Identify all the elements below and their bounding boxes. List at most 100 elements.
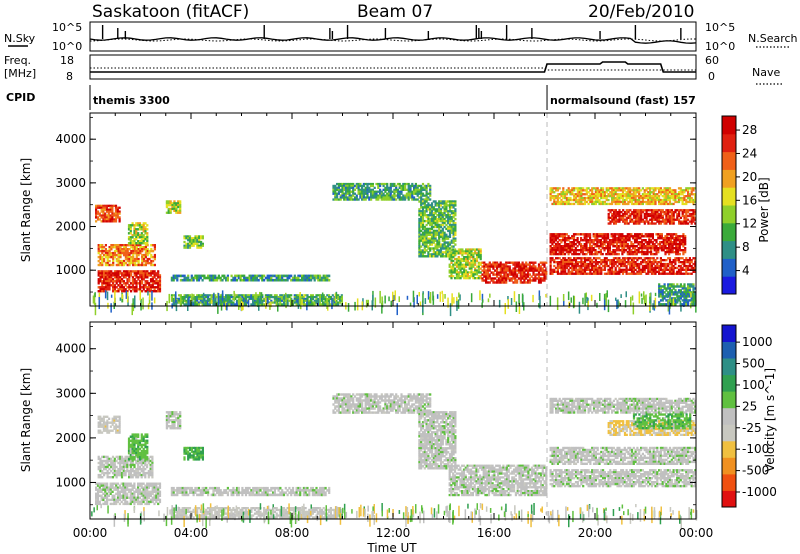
data-cell (135, 238, 138, 241)
data-cell (612, 193, 615, 196)
data-cell (622, 214, 625, 218)
data-cell (322, 301, 325, 304)
data-cell (565, 196, 568, 200)
data-cell (656, 216, 659, 219)
data-cell (668, 249, 671, 252)
data-cell (590, 249, 593, 252)
data-cell (173, 200, 176, 203)
data-cell (411, 184, 414, 188)
data-cell (176, 276, 179, 280)
data-cell (370, 198, 373, 201)
data-cell (461, 259, 464, 263)
data-cell (157, 280, 160, 283)
data-cell (598, 191, 601, 194)
data-cell (359, 194, 362, 197)
data-cell (632, 195, 635, 198)
data-cell (450, 227, 453, 231)
data-cell (545, 275, 548, 278)
data-cell (185, 244, 188, 247)
data-cell (466, 263, 469, 266)
data-cell (650, 249, 653, 252)
data-cell (461, 265, 464, 268)
data-cell (678, 235, 681, 238)
data-cell (243, 276, 246, 280)
data-cell (580, 237, 583, 240)
data-cell (103, 280, 106, 283)
data-cell (421, 188, 425, 191)
data-cell (273, 299, 276, 302)
data-cell (532, 267, 535, 270)
data-cell (106, 284, 109, 287)
data-cell (643, 191, 646, 194)
data-cell (455, 269, 458, 272)
data-cell (443, 239, 446, 242)
data-cell (611, 198, 614, 202)
data-cell (678, 237, 681, 240)
data-cell (646, 243, 649, 246)
data-cell (571, 270, 574, 273)
data-cell (555, 202, 558, 206)
data-cell (536, 269, 539, 272)
data-cell (355, 186, 358, 189)
data-cell (583, 202, 587, 206)
data-cell (479, 254, 482, 257)
data-cell (664, 239, 667, 242)
data-cell (192, 297, 195, 300)
data-cell (132, 263, 135, 267)
data-cell (632, 211, 636, 214)
data-cell (560, 193, 563, 196)
data-cell (543, 269, 546, 272)
data-cell (96, 212, 100, 215)
data-cell (429, 190, 432, 193)
data-cell (605, 237, 608, 240)
data-cell (648, 243, 651, 246)
data-cell (620, 200, 623, 204)
data-cell (641, 247, 644, 250)
data-cell (452, 212, 455, 215)
data-cell (583, 239, 586, 242)
data-cell (368, 190, 371, 193)
data-cell (573, 202, 576, 206)
data-cell (146, 232, 149, 235)
data-cell (172, 301, 175, 304)
data-cell (643, 268, 646, 271)
data-cell (560, 247, 563, 250)
data-cell (243, 301, 246, 304)
data-cell (100, 220, 103, 223)
data-cell (658, 189, 661, 192)
data-cell (454, 233, 457, 236)
data-cell (551, 239, 554, 242)
data-cell (418, 245, 421, 248)
data-cell (427, 255, 430, 258)
data-cell (659, 222, 663, 225)
data-cell (626, 233, 629, 236)
data-cell (343, 192, 346, 195)
data-cell (234, 278, 237, 282)
data-cell (423, 225, 426, 229)
data-cell (370, 192, 373, 195)
data-cell (434, 251, 437, 254)
data-cell (95, 216, 98, 219)
data-cell (457, 252, 460, 255)
data-cell (663, 189, 666, 192)
data-cell (421, 233, 425, 236)
cpid-segment-label: themis 3300 (93, 94, 170, 107)
data-cell (103, 282, 106, 285)
data-cell (97, 263, 100, 267)
data-cell (317, 303, 320, 306)
data-cell (647, 212, 650, 216)
data-cell (427, 219, 430, 223)
data-cell (111, 220, 114, 223)
data-cell (643, 266, 646, 270)
data-cell (411, 190, 414, 193)
data-cell (255, 274, 258, 278)
data-cell (670, 222, 673, 225)
data-cell (649, 262, 652, 266)
data-cell (643, 264, 646, 268)
data-cell (219, 301, 222, 304)
data-cell (562, 237, 565, 240)
data-cell (551, 259, 554, 262)
data-cell (185, 246, 188, 249)
data-cell (400, 188, 403, 191)
data-cell (490, 279, 493, 282)
